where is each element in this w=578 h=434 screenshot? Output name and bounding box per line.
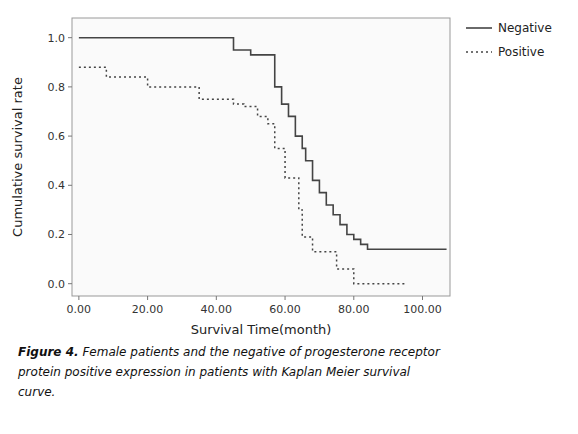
caption-prefix: Figure 4. [18,345,79,359]
x-tick-label: 100.00 [403,303,442,316]
x-tick-label: 60.00 [269,303,301,316]
caption: Figure 4. Female patients and the negati… [18,345,441,359]
legend-label: Positive [498,45,544,59]
caption-text: Female patients and the negative of prog… [79,345,441,359]
caption: curve. [18,385,55,399]
y-axis-label: Cumulative survival rate [10,77,25,237]
x-tick [216,296,217,300]
y-tick [68,86,72,87]
survival-line [79,38,447,250]
x-tick-label: 20.00 [132,303,164,316]
legend-swatch [466,51,492,53]
y-tick-label: 0.8 [48,81,66,94]
legend-swatch [466,27,492,29]
caption: protein positive expression in patients … [17,365,411,379]
y-tick [68,234,72,235]
y-tick [68,185,72,186]
plot-frame [72,18,450,296]
chart: 0.00 20.00 40.00 60.00 80.00 100.00 0.0 0.2 0.4 0… [0,0,578,434]
y-tick [68,37,72,38]
legend-label: Negative [498,21,552,35]
x-tick [353,296,354,300]
x-tick [78,296,79,300]
x-tick-label: 40.00 [201,303,233,316]
x-tick-label: 80.00 [338,303,370,316]
y-tick-label: 1.0 [48,32,66,45]
legend: Negative Positive [466,21,552,59]
y-tick-label: 0.0 [48,278,66,291]
x-tick [147,296,148,300]
x-axis-label: Survival Time(month) [191,322,332,337]
x-tick [285,296,286,300]
y-tick-label: 0.4 [48,179,66,192]
survival-line [79,67,405,283]
y-tick [68,136,72,137]
y-tick-label: 0.2 [48,228,66,241]
x-tick-label: 0.00 [67,303,92,316]
y-tick [68,283,72,284]
y-tick-label: 0.6 [48,130,66,143]
x-tick [422,296,423,300]
plot-area [79,38,447,284]
